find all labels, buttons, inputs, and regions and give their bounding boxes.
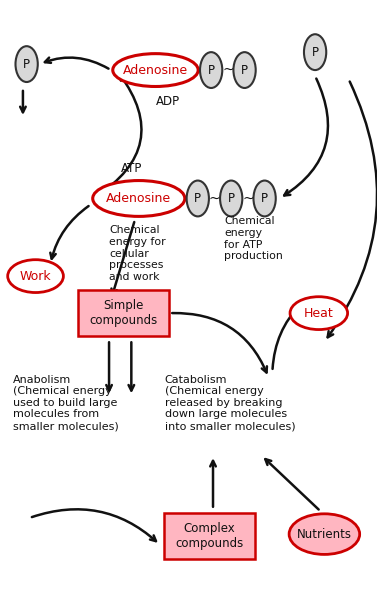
Text: Heat: Heat (304, 307, 334, 320)
FancyBboxPatch shape (164, 512, 255, 559)
Text: Nutrients: Nutrients (297, 527, 352, 541)
Text: Chemical
energy
for ATP
production: Chemical energy for ATP production (224, 217, 283, 261)
Ellipse shape (8, 260, 63, 293)
Text: P: P (261, 192, 268, 205)
FancyBboxPatch shape (78, 290, 169, 337)
Text: ~: ~ (242, 191, 254, 205)
Ellipse shape (290, 297, 348, 329)
Text: Catabolism
(Chemical energy
released by breaking
down large molecules
into small: Catabolism (Chemical energy released by … (165, 374, 295, 431)
Text: P: P (312, 46, 319, 59)
Text: P: P (208, 64, 215, 77)
Text: Anabolism
(Chemical energy
used to build large
molecules from
smaller molecules): Anabolism (Chemical energy used to build… (12, 374, 118, 431)
Text: Complex
compounds: Complex compounds (175, 522, 244, 550)
Text: ~: ~ (222, 63, 234, 77)
Circle shape (200, 52, 222, 88)
Ellipse shape (113, 53, 198, 86)
Text: Adenosine: Adenosine (123, 64, 188, 77)
Text: ~: ~ (209, 191, 220, 205)
Text: P: P (23, 58, 30, 71)
Circle shape (220, 181, 242, 217)
Text: Simple
compounds: Simple compounds (90, 299, 158, 327)
Text: ATP: ATP (121, 162, 142, 175)
Text: P: P (228, 192, 235, 205)
Text: Chemical
energy for
cellular
processes
and work: Chemical energy for cellular processes a… (109, 226, 166, 282)
Circle shape (253, 181, 276, 217)
Text: P: P (194, 192, 201, 205)
Text: ADP: ADP (156, 95, 181, 107)
Circle shape (187, 181, 209, 217)
Text: Work: Work (20, 269, 51, 283)
Text: Adenosine: Adenosine (106, 192, 171, 205)
Ellipse shape (93, 181, 185, 217)
Circle shape (233, 52, 256, 88)
Ellipse shape (289, 514, 360, 554)
Text: P: P (241, 64, 248, 77)
Circle shape (15, 46, 38, 82)
Circle shape (304, 34, 326, 70)
